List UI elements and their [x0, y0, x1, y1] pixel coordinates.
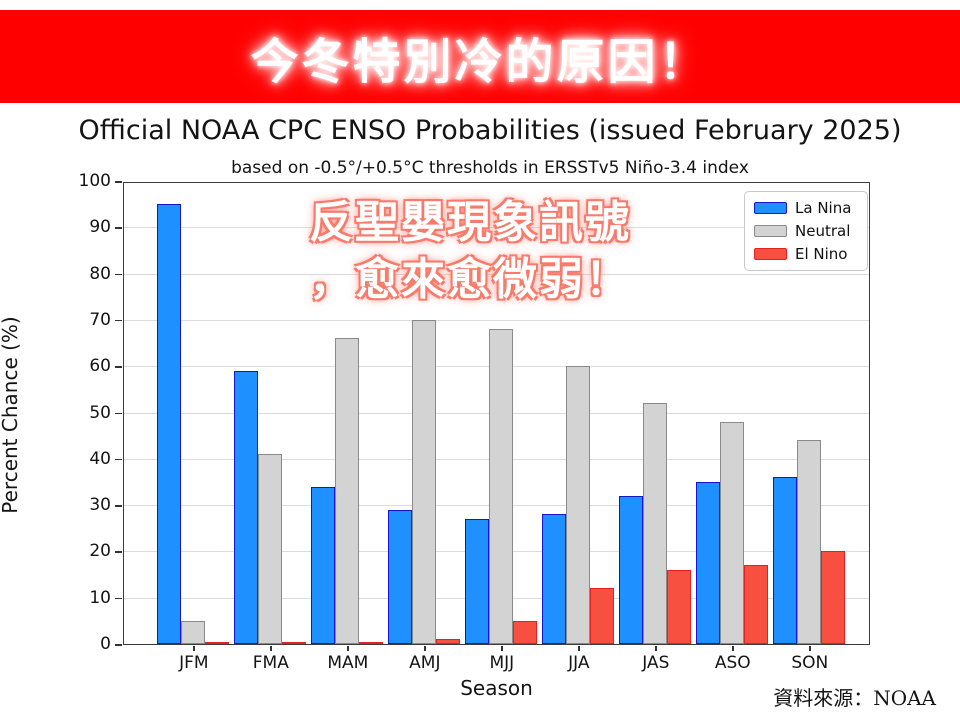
bar-la-nina-jfm: [157, 204, 181, 644]
annotation-line-2: ，愈來愈微弱！: [309, 254, 631, 305]
bar-la-nina-jas: [619, 496, 643, 644]
y-tick-label-0: 0: [100, 634, 111, 654]
y-tick-label-50: 50: [89, 402, 111, 423]
bar-neutral-aso: [720, 422, 744, 644]
source-note: 資料來源：NOAA: [773, 686, 936, 710]
headline-text: 今冬特別冷的原因！: [250, 33, 710, 90]
y-tick-mark-90: [115, 227, 122, 229]
x-tick-label-mam: MAM: [327, 653, 369, 673]
x-tick-mark-son: [809, 646, 811, 651]
bar-el-nino-jja: [590, 588, 614, 644]
bar-el-nino-fma: [282, 642, 306, 644]
y-tick-label-70: 70: [89, 309, 111, 330]
legend-label-neutral: Neutral: [795, 222, 851, 240]
bar-la-nina-mam: [311, 487, 335, 644]
annotation-overlay: 反聖嬰現象訊號 ，愈來愈微弱！: [190, 194, 750, 308]
y-tick-mark-60: [115, 366, 122, 368]
y-tick-label-20: 20: [89, 541, 111, 562]
legend: La Nina Neutral El Nino: [744, 191, 868, 271]
y-tick-mark-0: [115, 644, 122, 646]
chart-title: Official NOAA CPC ENSO Probabilities (is…: [78, 115, 902, 146]
y-tick-mark-100: [115, 181, 122, 183]
legend-item-neutral: Neutral: [754, 222, 858, 240]
legend-label-el-nino: El Nino: [795, 245, 848, 263]
bar-neutral-amj: [412, 320, 436, 644]
annotation-line-1: 反聖嬰現象訊號: [309, 197, 631, 248]
bar-la-nina-aso: [696, 482, 720, 644]
gridline-80: [124, 273, 869, 275]
y-tick-mark-80: [115, 273, 122, 276]
bar-la-nina-jja: [542, 514, 566, 644]
legend-item-el-nino: El Nino: [754, 245, 858, 263]
x-tick-label-amj: AMJ: [409, 653, 441, 673]
x-tick-label-jfm: JFM: [179, 653, 209, 673]
x-tick-mark-mjj: [501, 646, 503, 651]
x-tick-mark-mam: [347, 646, 349, 651]
bar-la-nina-mjj: [465, 519, 489, 644]
gridline-70: [124, 319, 869, 321]
y-tick-label-10: 10: [89, 587, 111, 608]
x-tick-mark-jas: [655, 646, 657, 651]
legend-swatch-neutral: [754, 225, 787, 237]
bar-neutral-jja: [566, 366, 590, 644]
bar-el-nino-son: [821, 551, 845, 644]
bar-el-nino-mam: [359, 642, 383, 644]
bar-el-nino-jfm: [205, 642, 229, 644]
y-tick-label-60: 60: [89, 356, 111, 377]
x-tick-mark-fma: [270, 646, 272, 651]
x-tick-label-jja: JJA: [568, 653, 590, 673]
x-tick-mark-jja: [578, 646, 580, 651]
y-tick-label-40: 40: [89, 448, 111, 469]
x-tick-label-aso: ASO: [714, 653, 751, 673]
bar-neutral-son: [797, 440, 821, 644]
y-tick-mark-50: [115, 412, 122, 415]
x-tick-label-son: SON: [791, 653, 829, 673]
bar-la-nina-son: [773, 477, 797, 644]
y-tick-label-30: 30: [89, 495, 111, 516]
bar-el-nino-jas: [667, 570, 691, 644]
bar-neutral-jas: [643, 403, 667, 644]
y-tick-mark-40: [115, 458, 122, 461]
x-tick-mark-aso: [732, 646, 734, 651]
bar-el-nino-mjj: [513, 621, 537, 644]
bar-neutral-fma: [258, 454, 282, 644]
y-tick-mark-20: [115, 551, 122, 553]
y-tick-label-80: 80: [89, 263, 111, 284]
y-tick-mark-10: [115, 597, 122, 600]
x-tick-mark-amj: [424, 646, 426, 651]
x-tick-label-jas: JAS: [642, 653, 670, 673]
legend-swatch-el-nino: [754, 248, 787, 260]
bar-el-nino-aso: [744, 565, 768, 644]
bar-neutral-mjj: [489, 329, 513, 644]
plot-area: La Nina Neutral El Nino: [123, 182, 870, 645]
legend-swatch-la-nina: [754, 202, 787, 214]
y-tick-label-100: 100: [78, 171, 111, 191]
x-tick-label-fma: FMA: [252, 653, 289, 673]
y-axis-label: Percent Chance (%): [0, 316, 22, 514]
y-tick-mark-70: [115, 319, 122, 322]
bar-neutral-mam: [335, 338, 359, 644]
x-tick-mark-jfm: [193, 646, 195, 651]
bar-neutral-jfm: [181, 621, 205, 644]
gridline-90: [124, 227, 869, 229]
bar-la-nina-amj: [388, 510, 412, 644]
x-axis-label: Season: [460, 676, 533, 700]
headline-banner: 今冬特別冷的原因！: [0, 10, 960, 103]
y-tick-mark-30: [115, 505, 122, 507]
legend-item-la-nina: La Nina: [754, 199, 858, 217]
x-tick-label-mjj: MJJ: [489, 653, 515, 673]
chart-subtitle: based on -0.5°/+0.5°C thresholds in ERSS…: [231, 158, 749, 178]
legend-label-la-nina: La Nina: [795, 199, 852, 217]
bar-la-nina-fma: [234, 371, 258, 644]
y-tick-label-90: 90: [89, 217, 111, 238]
bar-el-nino-amj: [436, 639, 460, 644]
